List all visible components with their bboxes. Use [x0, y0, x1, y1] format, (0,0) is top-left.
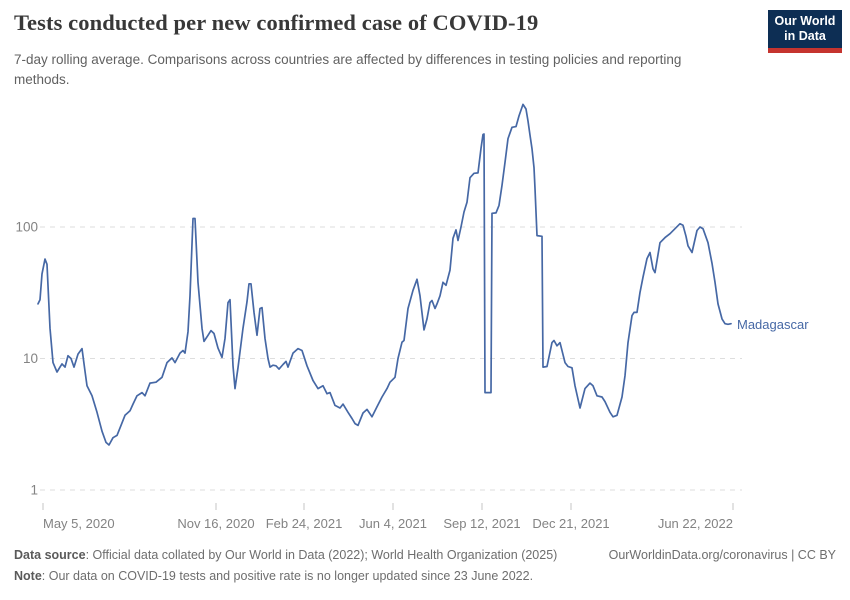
x-axis-label: Jun 4, 2021	[359, 516, 427, 531]
x-axis-label: Nov 16, 2020	[177, 516, 254, 531]
x-axis-label: Jun 22, 2022	[658, 516, 733, 531]
series-label-madagascar[interactable]: Madagascar	[737, 317, 809, 332]
chart-subtitle: 7-day rolling average. Comparisons acros…	[14, 52, 682, 88]
data-source-label: Data source	[14, 548, 86, 562]
note-label: Note	[14, 569, 42, 584]
owid-logo: Our World in Data	[768, 10, 842, 53]
owid-logo-line2: in Data	[784, 29, 826, 43]
x-axis-label: Feb 24, 2021	[266, 516, 343, 531]
y-axis-label-10: 10	[23, 351, 38, 366]
chart-footer: Data source: Official data collated by O…	[14, 546, 836, 585]
data-source-line: Data source: Official data collated by O…	[14, 546, 557, 564]
y-axis-label-100: 100	[15, 220, 38, 235]
y-axis-label-1: 1	[30, 483, 38, 498]
data-source-text: : Official data collated by Our World in…	[85, 548, 558, 562]
series-line-madagascar	[37, 103, 732, 446]
owid-logo-line1: Our World	[774, 13, 836, 28]
x-axis-label: May 5, 2020	[43, 516, 115, 531]
x-axis-label: Sep 12, 2021	[443, 516, 520, 531]
note-line: Note: Our data on COVID-19 tests and pos…	[14, 567, 836, 585]
license-link[interactable]: OurWorldinData.org/coronavirus | CC BY	[608, 548, 836, 562]
note-text: : Our data on COVID-19 tests and positiv…	[41, 569, 534, 584]
page-title: Tests conducted per new confirmed case o…	[14, 10, 539, 35]
x-axis-label: Dec 21, 2021	[532, 516, 609, 531]
